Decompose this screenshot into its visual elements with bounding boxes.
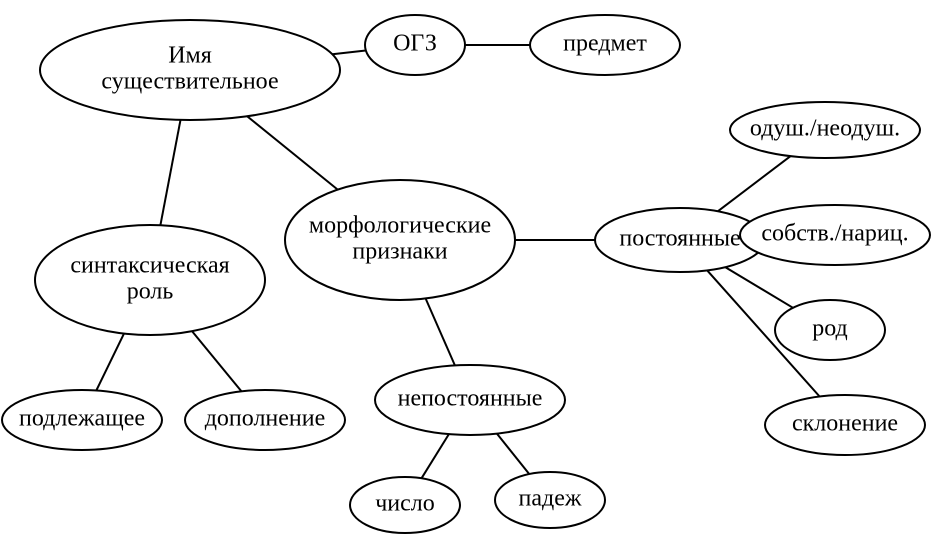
node-label: роль [127,279,174,305]
node-label: дополнение [205,406,326,432]
node-label: род [812,316,848,342]
node-label: ОГЗ [393,31,437,57]
node-odush: одуш./неодуш. [730,102,920,158]
node-label: подлежащее [19,406,145,432]
edge-nepost-chislo [422,434,449,478]
node-rod: род [775,300,885,360]
node-label: склонение [792,411,898,437]
node-predmet: предмет [530,15,680,75]
node-root: Имясуществительное [40,20,340,120]
node-morph: морфологическиепризнаки [285,180,515,300]
node-label: морфологические [309,212,491,238]
node-label: синтаксическая [70,252,229,278]
node-chislo: число [350,477,460,533]
node-label: Имя [168,42,212,68]
node-label: существительное [101,69,278,95]
node-label: число [375,491,435,517]
node-nepost: непостоянные [375,365,565,435]
node-label: непостоянные [398,386,543,412]
node-label: признаки [352,239,447,265]
edge-root-ogz [332,51,366,55]
node-sobstv: собств./нариц. [740,205,930,265]
node-padezh: падеж [495,472,605,528]
node-dopoln: дополнение [185,390,345,450]
node-podlezh: подлежащее [2,390,162,450]
node-label: предмет [563,31,647,57]
edge-post-odush [718,156,791,211]
node-label: постоянные [619,226,740,252]
node-post: постоянные [595,208,765,272]
edge-nepost-padezh [497,434,529,475]
node-syntax: синтаксическаяроль [35,225,265,335]
edge-syntax-podlezh [96,334,124,391]
node-sklon: склонение [765,395,925,455]
node-label: падеж [519,486,582,512]
edge-morph-nepost [426,299,455,366]
edge-root-syntax [160,120,180,225]
node-ogz: ОГЗ [365,15,465,75]
concept-map: Имясуществительное ОГЗ предмет синтаксическ… [0,0,943,551]
edge-root-morph [247,116,338,189]
node-label: собств./нариц. [761,221,908,247]
edge-syntax-dopoln [192,331,241,391]
node-label: одуш./неодуш. [750,116,900,142]
nodes-layer: Имясуществительное ОГЗ предмет синтаксическ… [2,15,930,533]
